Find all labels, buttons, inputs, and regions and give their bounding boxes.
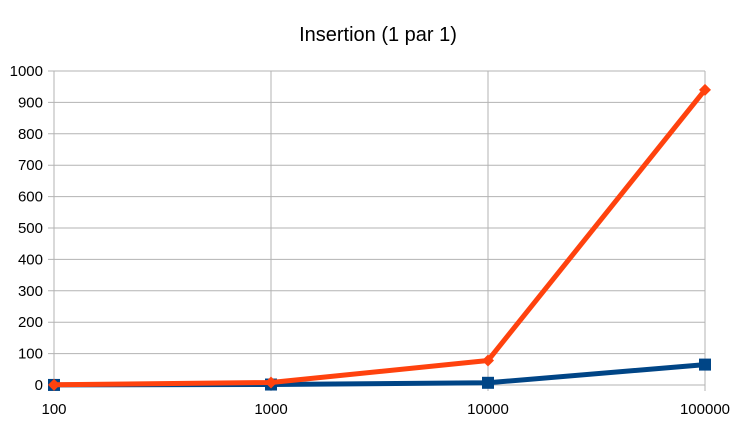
y-tick-label: 900	[18, 94, 43, 111]
chart-title: Insertion (1 par 1)	[299, 24, 457, 46]
gridlines	[48, 70, 706, 391]
series-1-point	[482, 376, 494, 389]
series-2-point	[482, 354, 494, 367]
y-tick-label: 300	[18, 283, 43, 300]
series-2-line	[51, 87, 708, 388]
y-tick-label: 100	[18, 346, 43, 363]
x-axis-ticks: 100 1000 10000 100000	[41, 401, 730, 418]
x-tick-label: 100000	[680, 401, 730, 418]
y-tick-label: 0	[35, 377, 43, 394]
x-tick-label: 10000	[467, 401, 509, 418]
y-tick-label: 500	[18, 220, 43, 237]
y-tick-label: 800	[18, 126, 43, 143]
series-2-point	[699, 83, 711, 96]
y-tick-label: 200	[18, 314, 43, 331]
series-2	[48, 83, 711, 391]
series	[48, 83, 711, 391]
y-tick-label: 400	[18, 251, 43, 268]
series-2-point	[48, 378, 60, 391]
y-tick-label: 1000	[10, 63, 43, 80]
y-tick-label: 600	[18, 189, 43, 206]
x-tick-label: 100	[41, 401, 66, 418]
y-axis-ticks: 0 100 200 300 400 500 600 700 800 900 1000	[10, 63, 43, 394]
series-2-point	[265, 376, 277, 389]
x-tick-label: 1000	[254, 401, 287, 418]
y-tick-label: 700	[18, 157, 43, 174]
series-1-point	[699, 358, 711, 371]
